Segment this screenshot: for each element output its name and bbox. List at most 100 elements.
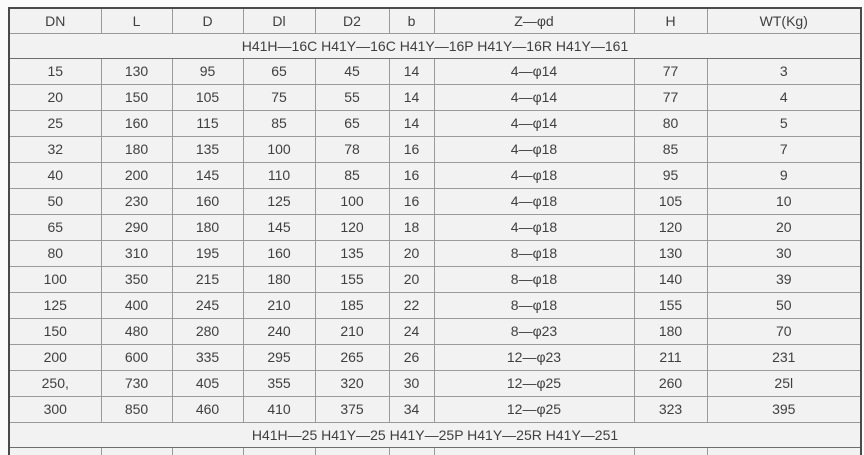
cell: 7 [706,135,862,163]
table-row: 15 130 95 65 45 14 4—φ14 77 3 [8,57,862,85]
cell: 185 [314,291,390,319]
cell: 70 [706,317,862,345]
cell: 160 [242,239,316,267]
column-header: H [633,7,708,34]
cell: 145 [171,161,244,189]
cell-empty [171,446,244,455]
column-header: L [100,7,173,34]
cell: 30 [706,239,862,267]
cell: 150 [100,83,173,111]
table-row: 100 350 215 180 155 20 8—φ18 140 39 [8,265,862,293]
cell: 231 [706,343,862,371]
column-header: WT(Kg) [706,7,862,34]
cell: 16 [388,135,435,163]
cell: 280 [171,317,244,345]
cell: 14 [388,109,435,137]
cell: 25 [8,109,102,137]
cell: 150 [8,317,102,345]
cell: 4—φ14 [433,57,635,85]
cell: 480 [100,317,173,345]
cell: 14 [388,83,435,111]
column-header: Z—φd [433,7,635,34]
cell: 135 [314,239,390,267]
cell: 4—φ14 [433,109,635,137]
cell: 100 [242,135,316,163]
cell: 45 [314,57,390,85]
cell: 100 [8,265,102,293]
cell: 34 [388,395,435,423]
cell-empty [242,446,316,455]
cell: 145 [242,213,316,241]
cell: 8—φ23 [433,317,635,345]
group-header-text: H41H—25 H41Y—25 H41Y—25P H41Y—25R H41Y—2… [8,421,862,448]
cell: 210 [242,291,316,319]
table-row: 65 290 180 145 120 18 4—φ18 120 20 [8,213,862,241]
group-header-row-25: H41H—25 H41Y—25 H41Y—25P H41Y—25R H41Y—2… [8,421,862,448]
cell: 75 [242,83,316,111]
cell: 180 [242,265,316,293]
cell: 65 [314,109,390,137]
cell: 50 [8,187,102,215]
cell: 290 [100,213,173,241]
cell: 65 [8,213,102,241]
cell: 8—φ18 [433,239,635,267]
cell: 335 [171,343,244,371]
cell: 12—φ25 [433,395,635,423]
cell: 600 [100,343,173,371]
cell-empty [314,446,390,455]
cell: 40 [8,161,102,189]
cell: 20 [8,83,102,111]
cell: 8—φ18 [433,265,635,293]
cell: 12—φ23 [433,343,635,371]
cell: 125 [8,291,102,319]
cell: 8—φ18 [433,291,635,319]
cell: 20 [706,213,862,241]
cell: 210 [314,317,390,345]
table-row: 125 400 245 210 185 22 8—φ18 155 50 [8,291,862,319]
cell: 460 [171,395,244,423]
cell: 130 [100,57,173,85]
cell: 180 [100,135,173,163]
cell: 4—φ18 [433,213,635,241]
cell: 12—φ25 [433,369,635,397]
table-row: 250, 730 405 355 320 30 12—φ25 260 25l [8,369,862,397]
cell: 730 [100,369,173,397]
cell: 240 [242,317,316,345]
cell: 4—φ18 [433,161,635,189]
cell-empty [433,446,635,455]
cell-empty [8,446,102,455]
cell: 10 [706,187,862,215]
cell: 135 [171,135,244,163]
cell: 20 [388,239,435,267]
cell: 215 [171,265,244,293]
cell: 26 [388,343,435,371]
cell: 110 [242,161,316,189]
cell: 160 [100,109,173,137]
cell: 30 [388,369,435,397]
cell: 300 [8,395,102,423]
cell: 323 [633,395,708,423]
table-row: 50 230 160 125 100 16 4—φ18 105 10 [8,187,862,215]
cell: 105 [633,187,708,215]
cell: 85 [242,109,316,137]
cell: 39 [706,265,862,293]
table-row: 25 160 115 85 65 14 4—φ14 80 5 [8,109,862,137]
cell: 22 [388,291,435,319]
cell: 850 [100,395,173,423]
cell-empty [706,446,862,455]
cell: 105 [171,83,244,111]
cell: 16 [388,161,435,189]
cell: 5 [706,109,862,137]
cell: 100 [314,187,390,215]
cell: 140 [633,265,708,293]
column-header: Dl [242,7,316,34]
column-header: DN [8,7,102,34]
cell: 24 [388,317,435,345]
cell: 85 [633,135,708,163]
cell: 320 [314,369,390,397]
cell: 120 [314,213,390,241]
cell: 50 [706,291,862,319]
cell: 4—φ14 [433,83,635,111]
table-row-partial [8,446,862,455]
